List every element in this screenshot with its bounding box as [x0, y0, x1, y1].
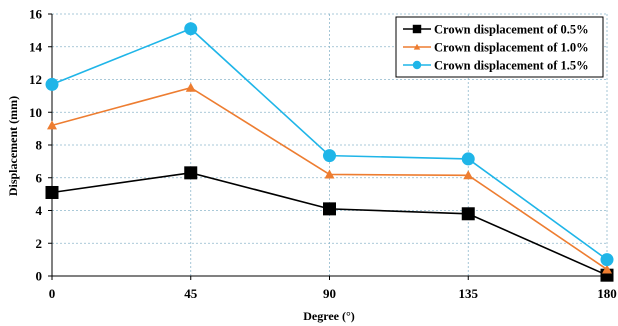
x-axis-title: Degree (°): [303, 309, 355, 323]
legend-item: Crown displacement of 0.5%: [403, 23, 589, 37]
y-tick-label: 0: [36, 269, 43, 284]
data-point: [600, 253, 614, 267]
legend-marker: [412, 60, 422, 70]
legend-item: Crown displacement of 1.5%: [403, 59, 589, 73]
y-tick-label: 12: [29, 72, 42, 87]
x-tick-label: 90: [323, 286, 336, 301]
data-point: [45, 185, 59, 199]
legend-marker: [412, 24, 422, 34]
legend: Crown displacement of 0.5% Crown displace…: [395, 16, 604, 78]
data-point: [324, 169, 335, 179]
series-group: [45, 22, 614, 282]
y-tick-label: 4: [36, 203, 43, 218]
data-point: [463, 170, 474, 180]
x-tick-label: 0: [49, 286, 56, 301]
x-tick-labels: 0 45 90 135 180: [49, 276, 617, 301]
data-point: [47, 120, 57, 130]
data-point: [184, 166, 198, 180]
data-point: [323, 149, 336, 163]
data-point: [602, 264, 612, 274]
legend-label: Crown displacement of 1.5%: [434, 59, 589, 73]
legend-marker: [413, 43, 421, 50]
x-tick-label: 180: [597, 286, 617, 301]
data-point: [184, 22, 198, 36]
y-axis-title: Displacement (mm): [6, 96, 20, 196]
data-point: [45, 77, 59, 91]
series-3: [45, 22, 614, 267]
legend-label: Crown displacement of 0.5%: [434, 23, 589, 37]
y-tick-label: 2: [36, 236, 43, 251]
series-2: [47, 82, 612, 274]
data-point: [185, 82, 196, 92]
y-tick-label: 14: [29, 39, 43, 54]
y-tick-label: 10: [29, 105, 42, 120]
y-tick-labels: 0 2 4 6 8 10 12 14 16: [29, 7, 52, 284]
legend-label: Crown displacement of 1.0%: [434, 41, 589, 55]
y-tick-label: 8: [36, 138, 43, 153]
y-tick-label: 16: [29, 7, 43, 22]
x-tick-label: 45: [184, 286, 198, 301]
y-tick-label: 6: [36, 170, 43, 185]
series-1: [45, 166, 614, 282]
data-point: [323, 202, 336, 216]
data-point: [461, 152, 475, 166]
data-point: [461, 207, 475, 221]
x-tick-label: 135: [459, 286, 479, 301]
legend-item: Crown displacement of 1.0%: [403, 41, 589, 55]
